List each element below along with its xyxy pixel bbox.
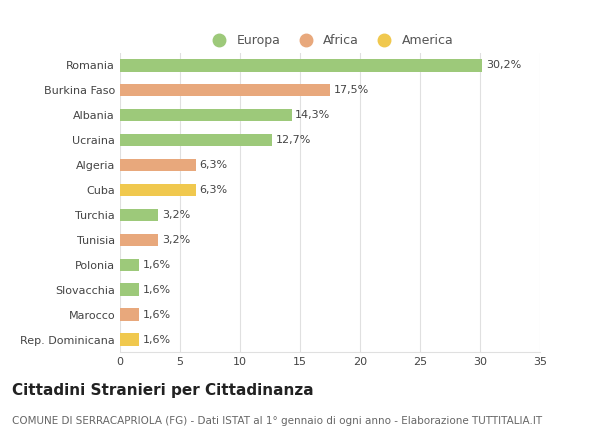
Bar	[120, 283, 139, 296]
Bar	[120, 209, 158, 221]
Text: 1,6%: 1,6%	[143, 310, 171, 319]
Text: 14,3%: 14,3%	[295, 110, 331, 120]
Text: 1,6%: 1,6%	[143, 334, 171, 345]
Text: COMUNE DI SERRACAPRIOLA (FG) - Dati ISTAT al 1° gennaio di ogni anno - Elaborazi: COMUNE DI SERRACAPRIOLA (FG) - Dati ISTA…	[12, 416, 542, 426]
Bar	[120, 308, 139, 321]
Bar	[120, 159, 196, 171]
Bar	[120, 134, 272, 146]
Text: 6,3%: 6,3%	[199, 185, 227, 195]
Text: 12,7%: 12,7%	[276, 135, 311, 145]
Text: Cittadini Stranieri per Cittadinanza: Cittadini Stranieri per Cittadinanza	[12, 383, 314, 398]
Text: 1,6%: 1,6%	[143, 260, 171, 270]
Text: 3,2%: 3,2%	[162, 235, 190, 245]
Bar	[120, 184, 196, 196]
Text: 3,2%: 3,2%	[162, 210, 190, 220]
Bar	[120, 59, 482, 72]
Legend: Europa, Africa, America: Europa, Africa, America	[202, 29, 458, 52]
Bar	[120, 84, 330, 96]
Bar	[120, 258, 139, 271]
Bar	[120, 333, 139, 346]
Bar	[120, 109, 292, 121]
Text: 30,2%: 30,2%	[486, 60, 521, 70]
Text: 17,5%: 17,5%	[334, 85, 369, 95]
Text: 6,3%: 6,3%	[199, 160, 227, 170]
Text: 1,6%: 1,6%	[143, 285, 171, 295]
Bar	[120, 234, 158, 246]
